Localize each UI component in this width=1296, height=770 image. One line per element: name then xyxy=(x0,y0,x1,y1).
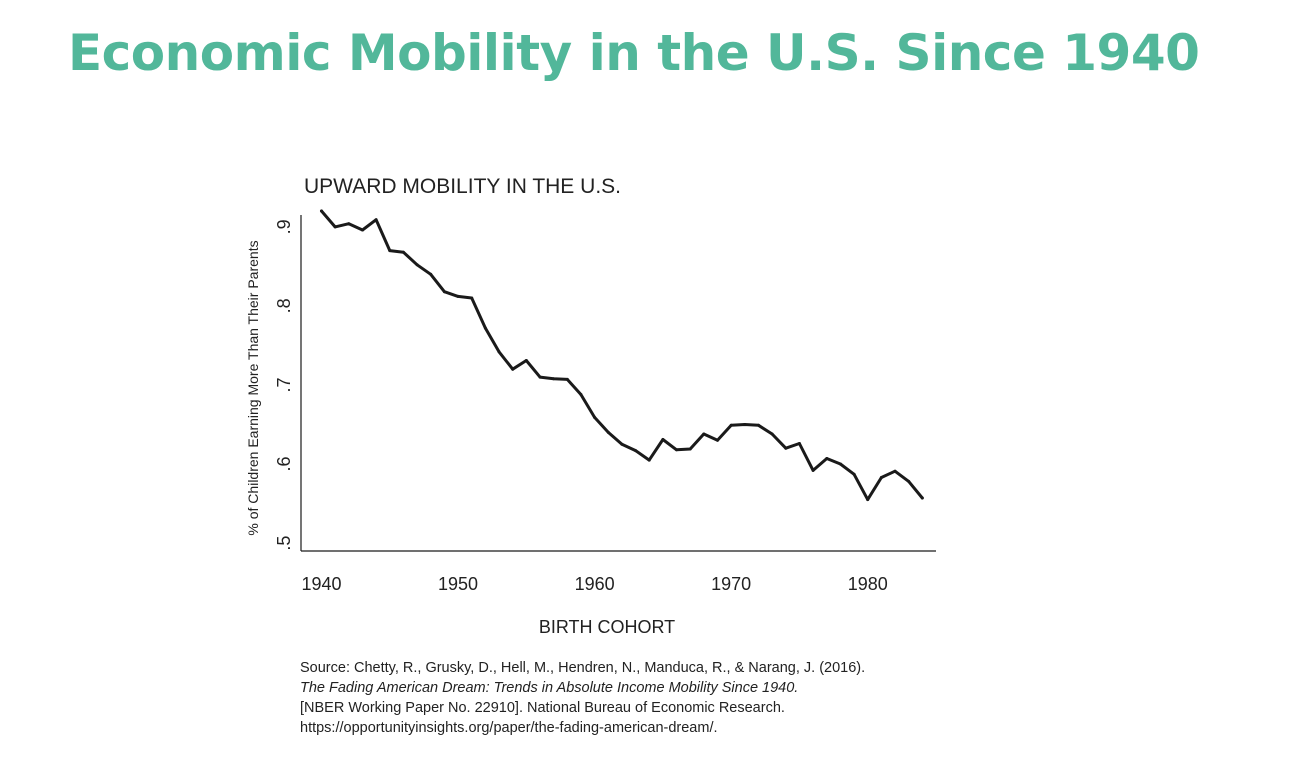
data-point xyxy=(702,432,706,436)
y-axis-label-group: % of Children Earning More Than Their Pa… xyxy=(245,240,261,535)
data-point xyxy=(415,263,419,267)
data-point xyxy=(361,228,364,232)
x-tick-label: 1980 xyxy=(848,574,888,594)
data-point xyxy=(347,222,351,226)
data-point xyxy=(442,290,446,294)
x-tick-label: 1970 xyxy=(711,574,751,594)
data-point xyxy=(320,209,323,213)
data-point xyxy=(456,294,460,298)
y-tick-group: .5 .6 .7 .8 .9 xyxy=(274,219,294,550)
source-citation: Source: Chetty, R., Grusky, D., Hell, M.… xyxy=(300,658,980,738)
data-point xyxy=(593,415,597,419)
data-point xyxy=(757,423,760,427)
data-point xyxy=(866,498,870,502)
data-point xyxy=(784,446,788,450)
data-point xyxy=(620,442,624,446)
x-tick-group: 1940 1950 1960 1970 1980 xyxy=(301,574,887,594)
x-tick-label: 1940 xyxy=(301,574,341,594)
data-point xyxy=(552,377,556,381)
data-point xyxy=(538,375,542,379)
x-axis-label: BIRTH COHORT xyxy=(539,617,675,637)
data-point xyxy=(661,438,665,441)
source-line-title: The Fading American Dream: Trends in Abs… xyxy=(300,680,799,696)
data-point xyxy=(920,496,924,500)
data-points xyxy=(320,209,924,502)
series-line xyxy=(320,209,924,502)
data-point xyxy=(606,430,610,434)
data-point xyxy=(811,468,815,472)
data-point xyxy=(825,457,829,460)
y-tick-label: .8 xyxy=(274,298,294,313)
data-point xyxy=(511,367,515,371)
y-tick-label: .5 xyxy=(274,536,294,551)
data-point xyxy=(634,449,638,453)
data-point xyxy=(893,469,897,473)
data-point xyxy=(388,249,392,253)
data-point xyxy=(729,423,733,427)
data-point xyxy=(497,350,501,354)
y-tick-label: .9 xyxy=(274,219,294,234)
data-point xyxy=(579,393,583,396)
data-point xyxy=(647,458,651,462)
y-tick-label: .6 xyxy=(274,457,294,472)
data-point xyxy=(401,250,405,254)
data-point xyxy=(852,472,856,476)
data-point xyxy=(770,432,774,436)
data-point xyxy=(907,479,911,483)
source-line-url: https://opportunityinsights.org/paper/th… xyxy=(300,720,718,736)
x-tick-label: 1960 xyxy=(575,574,615,594)
data-point xyxy=(838,462,842,466)
data-point xyxy=(470,296,474,300)
data-point xyxy=(743,423,747,426)
data-point xyxy=(524,359,528,362)
chart-title: UPWARD MOBILITY IN THE U.S. xyxy=(304,175,621,198)
data-point xyxy=(333,225,337,229)
data-point xyxy=(565,377,569,381)
source-line-publisher: [NBER Working Paper No. 22910]. National… xyxy=(300,700,785,716)
data-point xyxy=(429,272,433,276)
x-tick-label: 1950 xyxy=(438,574,478,594)
data-point xyxy=(374,218,378,222)
slide-title: Economic Mobility in the U.S. Since 1940 xyxy=(68,24,1200,82)
data-point xyxy=(879,476,883,479)
data-point xyxy=(688,447,692,451)
source-line-authors: Source: Chetty, R., Grusky, D., Hell, M.… xyxy=(300,660,866,676)
y-axis-label: % of Children Earning More Than Their Pa… xyxy=(245,240,261,535)
line-chart: UPWARD MOBILITY IN THE U.S. % of Childre… xyxy=(245,175,936,637)
data-point xyxy=(797,442,801,445)
data-point xyxy=(483,326,487,330)
y-tick-label: .7 xyxy=(274,377,294,392)
data-point xyxy=(716,438,719,442)
data-point xyxy=(675,448,678,452)
